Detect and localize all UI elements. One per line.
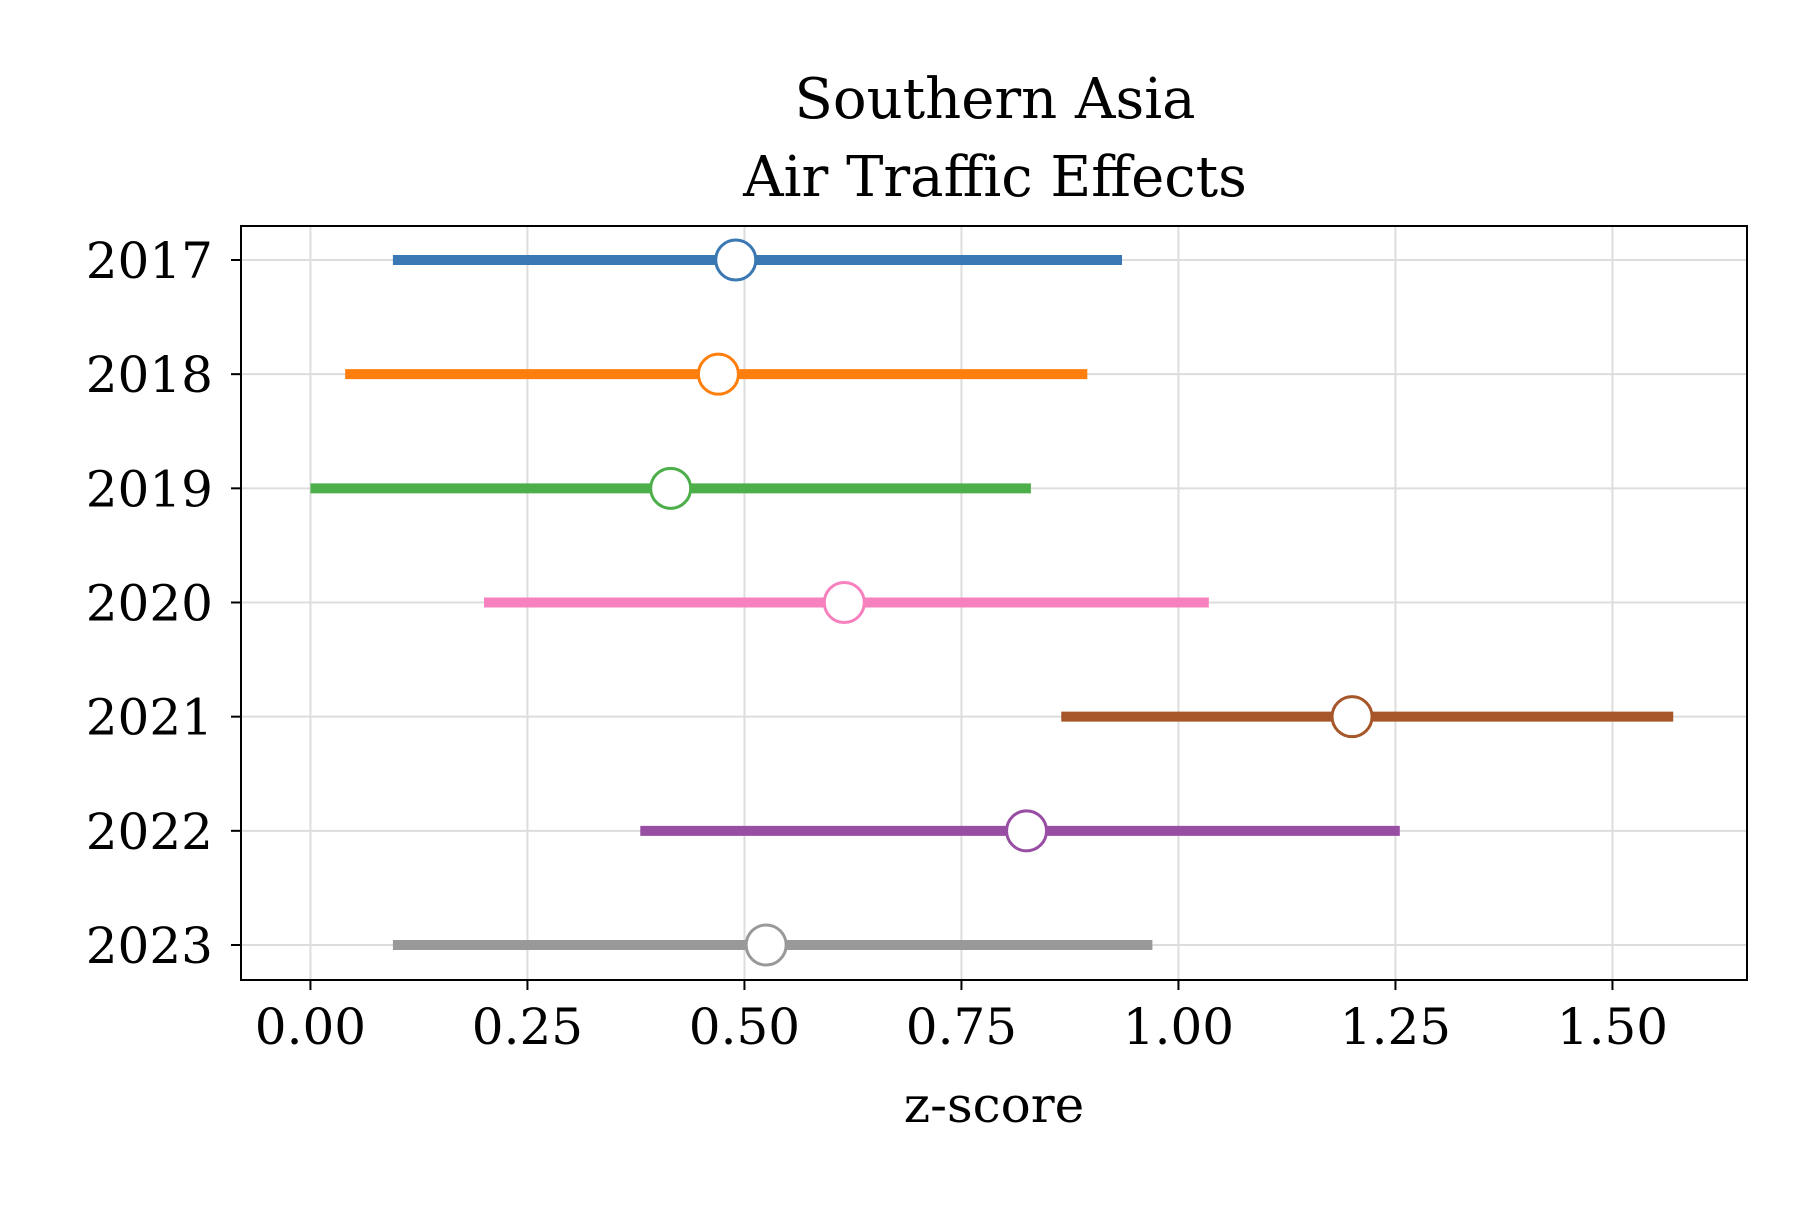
x-tick-label: 0.50 <box>689 998 800 1056</box>
estimate-marker-2018 <box>696 352 740 396</box>
estimate-markers <box>649 238 1374 967</box>
y-tick-label: 2020 <box>86 575 213 633</box>
x-tick-label: 1.50 <box>1557 998 1668 1056</box>
x-tick-label: 1.00 <box>1123 998 1234 1056</box>
chart-title-line-2: Air Traffic Effects <box>742 145 1247 210</box>
y-tick-label: 2023 <box>86 917 213 975</box>
chart-title: Southern Asia Air Traffic Effects <box>742 67 1247 210</box>
x-axis-label: z-score <box>904 1076 1085 1134</box>
x-tick-label: 0.75 <box>906 998 1017 1056</box>
x-tick-label: 0.00 <box>255 998 366 1056</box>
chart-title-line-1: Southern Asia <box>795 67 1196 132</box>
estimate-marker-2023 <box>744 923 788 967</box>
estimate-marker-2017 <box>714 238 758 282</box>
y-tick-label: 2019 <box>86 460 213 518</box>
estimate-marker-2022 <box>1005 809 1049 853</box>
x-tick-label: 0.25 <box>472 998 583 1056</box>
estimate-marker-2021 <box>1330 695 1374 739</box>
y-tick-label: 2021 <box>86 689 213 747</box>
estimate-marker-2020 <box>822 581 866 624</box>
estimate-marker-2019 <box>649 466 693 510</box>
y-tick-label: 2022 <box>86 803 213 861</box>
x-axis-ticks: 0.00 0.25 0.50 0.75 1.00 1.25 1.50 <box>255 980 1668 1056</box>
y-axis-ticks: 2017 2018 2019 2020 2021 2022 2023 <box>86 232 241 975</box>
y-tick-label: 2018 <box>86 346 213 404</box>
y-tick-label: 2017 <box>86 232 213 290</box>
x-tick-label: 1.25 <box>1340 998 1451 1056</box>
